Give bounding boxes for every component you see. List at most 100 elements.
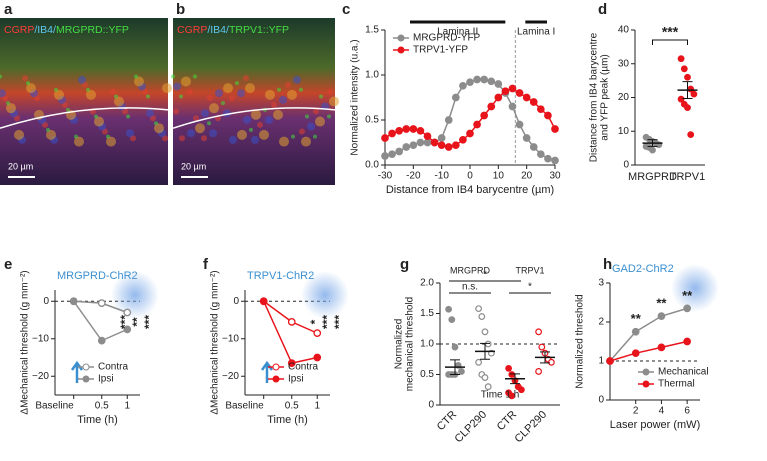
fiber: [74, 134, 78, 139]
legend-marker: [82, 375, 90, 383]
x-tick-label: 10: [493, 171, 505, 182]
data-point: [259, 297, 268, 306]
data-point: [448, 316, 456, 324]
fiber: [207, 121, 211, 126]
fiber: [249, 127, 253, 132]
data-point: [480, 111, 489, 120]
x-tick-label: -10: [434, 171, 449, 182]
fiber: [243, 75, 249, 82]
x-tick-label: TRPV1: [670, 171, 705, 183]
fiber: [110, 88, 116, 95]
y-tick-label: 0: [233, 296, 239, 307]
fiber: [187, 129, 195, 138]
data-point: [466, 129, 474, 138]
fiber: [327, 114, 331, 119]
y-tick-label: 0: [598, 395, 604, 406]
fiber: [146, 94, 150, 99]
fiber: [237, 89, 245, 98]
y-tick-label: 3: [598, 278, 604, 289]
data-point: [518, 386, 525, 394]
fiber: [193, 115, 199, 122]
y-tick-label: 0: [623, 160, 629, 171]
x-tick-label: 0.5: [95, 401, 109, 412]
data-point: [484, 340, 492, 348]
data-point: [494, 80, 503, 88]
panel-letter: f: [203, 256, 209, 273]
fiber: [154, 123, 164, 134]
x-tick-label: -30: [378, 171, 393, 182]
significance: *: [528, 282, 532, 293]
stain-segment: MRGPRD::YFP: [56, 24, 129, 36]
x-tick-label: CTR: [435, 409, 460, 434]
data-point: [684, 73, 691, 81]
legend-label: Thermal: [658, 379, 695, 390]
fiber: [291, 134, 295, 139]
note: Time 1 h: [481, 390, 520, 401]
x-tick-label: 30: [549, 171, 561, 182]
fiber: [201, 109, 209, 118]
region-label: Lamina I: [517, 27, 555, 38]
fiber: [181, 76, 191, 87]
data-point: [677, 95, 685, 103]
ib4-curve: [172, 107, 336, 129]
fiber: [209, 103, 219, 114]
legend-label: Contra: [288, 362, 318, 373]
series-line: [609, 307, 688, 362]
data-point: [505, 365, 513, 372]
fiber: [313, 134, 317, 139]
data-point: [487, 102, 496, 111]
fiber: [126, 114, 130, 119]
fiber: [195, 123, 205, 134]
panel-letter: c: [342, 1, 350, 18]
stain-segment: TRPV1::YFP: [229, 24, 289, 36]
fiber: [14, 129, 24, 140]
data-point: [551, 156, 559, 165]
fiber: [265, 115, 273, 124]
y-tick-label: 30: [618, 58, 630, 69]
data-point: [475, 305, 483, 313]
fiber: [223, 83, 233, 94]
fiber: [0, 74, 2, 79]
data-point: [437, 134, 446, 142]
fiber: [207, 95, 213, 102]
stain-label: CGRP/IB4/TRPV1::YFP: [177, 24, 289, 36]
data-point: [683, 304, 691, 313]
y-axis-label: and YFP peak (µm): [600, 54, 611, 141]
legend-marker: [82, 363, 90, 371]
data-point: [388, 129, 396, 138]
stain-label: CGRP/IB4/MRGPRD::YFP: [4, 24, 129, 36]
data-point: [657, 312, 666, 320]
data-point: [535, 328, 542, 336]
data-point: [123, 308, 132, 317]
data-point: [388, 150, 396, 159]
fiber: [106, 134, 110, 139]
data-point: [69, 297, 78, 306]
fiber: [187, 88, 193, 95]
panel-letter: e: [4, 256, 12, 273]
significance: n.s.: [462, 282, 478, 293]
data-point: [494, 93, 503, 102]
significance: **: [656, 296, 667, 311]
data-point: [473, 75, 481, 84]
data-point: [473, 120, 481, 129]
fiber: [162, 83, 172, 94]
fiber: [173, 82, 181, 91]
stain-segment: /IB4/: [207, 24, 229, 36]
data-point: [649, 146, 656, 154]
data-point: [536, 105, 545, 114]
data-point: [478, 313, 486, 320]
x-tick-label: 2: [633, 406, 639, 417]
stain-segment: CGRP: [4, 24, 34, 36]
data-point: [522, 134, 531, 142]
x-tick-label: 0.5: [285, 401, 299, 412]
data-point: [123, 325, 132, 334]
data-point: [430, 138, 439, 147]
series-line: [609, 340, 688, 362]
fiber: [327, 88, 333, 95]
fiber: [209, 129, 217, 138]
legend-label: Ipsi: [288, 374, 304, 385]
data-point: [287, 318, 296, 326]
y-axis-label: Distance from IB4 barycentre: [589, 32, 600, 162]
fiber: [54, 87, 58, 92]
region-label: Lamina II: [437, 27, 478, 38]
